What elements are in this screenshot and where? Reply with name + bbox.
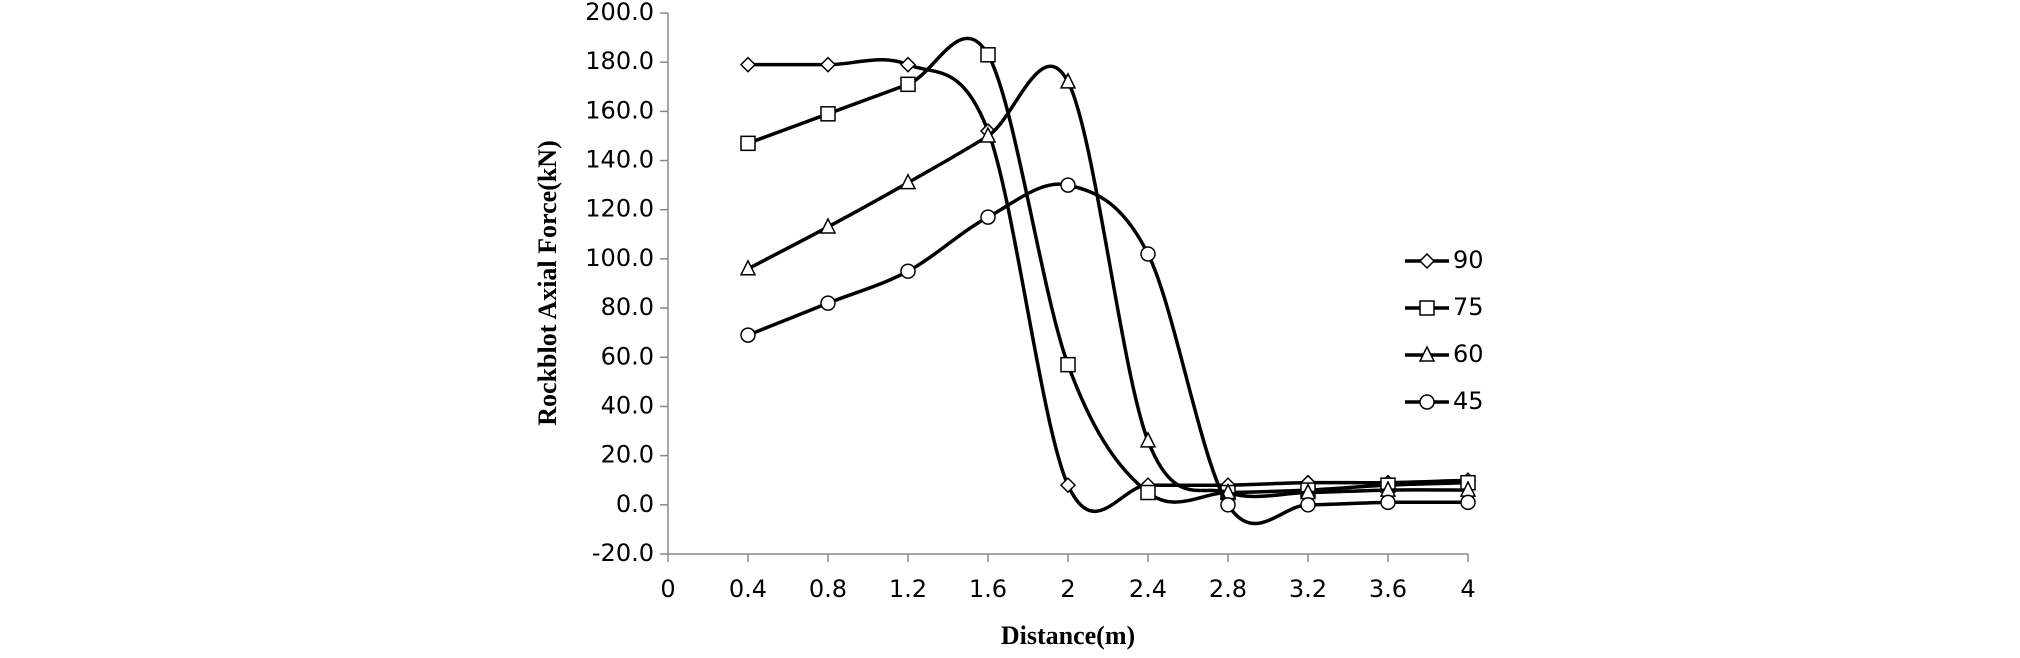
x-tick-label: 2.4 xyxy=(1129,575,1167,603)
x-tick-label: 2 xyxy=(1060,575,1075,603)
data-point xyxy=(1059,72,1077,89)
data-point xyxy=(1140,246,1156,262)
x-tick-label: 1.2 xyxy=(889,575,927,603)
data-point xyxy=(1060,177,1076,193)
data-point xyxy=(739,259,757,276)
data-point xyxy=(900,76,916,93)
y-tick-label: 60.0 xyxy=(601,342,654,370)
y-tick-label: 40.0 xyxy=(601,391,654,419)
data-point xyxy=(1060,356,1076,373)
y-tick-label: 80.0 xyxy=(601,293,654,321)
data-point xyxy=(1380,494,1396,511)
data-point xyxy=(739,56,757,73)
data-point xyxy=(1139,431,1157,448)
legend-marker xyxy=(1418,252,1436,270)
data-point xyxy=(1140,484,1156,501)
legend-label: 45 xyxy=(1453,387,1484,415)
y-tick-label: 120.0 xyxy=(585,195,654,223)
y-tick-label: 20.0 xyxy=(601,441,654,469)
x-tick-label: 3.6 xyxy=(1369,575,1407,603)
legend-marker xyxy=(1419,394,1435,410)
series-line xyxy=(747,58,1469,514)
x-tick-label: 0 xyxy=(660,575,675,603)
data-point xyxy=(819,217,837,234)
x-tick-label: 4 xyxy=(1460,575,1475,603)
series-line xyxy=(747,64,1469,499)
data-point xyxy=(740,135,756,152)
series-line xyxy=(747,36,1469,504)
x-tick-label: 0.8 xyxy=(809,575,847,603)
data-point xyxy=(820,295,836,311)
data-point xyxy=(1460,494,1476,511)
data-point xyxy=(1059,477,1077,494)
y-tick-label: 200.0 xyxy=(585,0,654,26)
y-tick-label: 100.0 xyxy=(585,244,654,272)
data-point xyxy=(1220,497,1236,513)
x-tick-label: 1.6 xyxy=(969,575,1007,603)
legend-label: 75 xyxy=(1453,293,1484,321)
data-point xyxy=(1300,497,1316,513)
data-point xyxy=(980,209,996,225)
y-tick-label: 140.0 xyxy=(585,146,654,174)
x-tick-label: 3.2 xyxy=(1289,575,1327,603)
data-point xyxy=(819,56,837,73)
data-point xyxy=(899,173,917,190)
legend-label: 90 xyxy=(1453,246,1484,274)
data-point xyxy=(820,106,836,122)
x-tick-label: 2.8 xyxy=(1209,575,1247,603)
legend-marker xyxy=(1418,345,1436,362)
data-point xyxy=(980,47,996,63)
y-tick-label: 0.0 xyxy=(616,490,654,518)
series-line xyxy=(747,182,1469,526)
y-tick-label: 180.0 xyxy=(585,47,654,75)
legend-marker xyxy=(1419,300,1435,316)
data-point xyxy=(900,263,916,279)
y-axis-title: Rockblot Axial Force(kN) xyxy=(533,140,562,426)
y-tick-label: -20.0 xyxy=(592,539,654,567)
x-tick-label: 0.4 xyxy=(729,575,767,603)
legend-label: 60 xyxy=(1453,340,1484,368)
y-tick-label: 160.0 xyxy=(585,96,654,124)
data-point xyxy=(899,56,917,73)
data-point xyxy=(979,126,997,143)
x-axis-title: Distance(m) xyxy=(1001,621,1135,650)
data-point xyxy=(740,327,756,343)
